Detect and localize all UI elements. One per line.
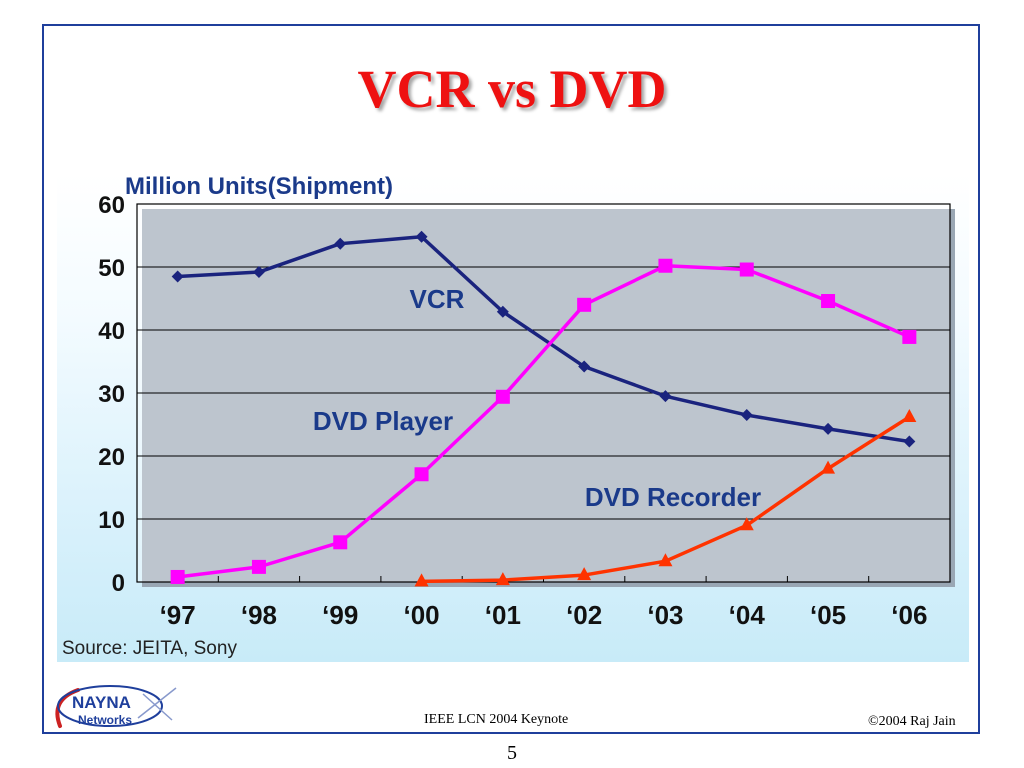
point-dvd-player [658, 258, 673, 273]
point-vcr [822, 422, 835, 435]
nayna-logo: NAYNA Networks [55, 685, 177, 728]
y-tick-label: 10 [98, 507, 125, 534]
point-dvd-player [739, 262, 754, 277]
source-note: Source: JEITA, Sony [62, 638, 237, 659]
footer-right: ©2004 Raj Jain [868, 714, 956, 729]
point-vcr [496, 305, 509, 318]
point-dvd-recorder [577, 567, 592, 581]
x-tick-label: ‘00 [403, 600, 439, 630]
point-dvd-player [495, 389, 510, 404]
point-vcr [903, 435, 916, 448]
series-line-dvd-player [177, 263, 911, 579]
point-vcr [659, 390, 672, 403]
x-tick-label: ‘99 [322, 600, 358, 630]
series-label-dvd-player: DVD Player [313, 406, 453, 436]
point-vcr [334, 237, 347, 250]
series-label-dvd-recorder: DVD Recorder [585, 482, 761, 512]
x-tick-label: ‘01 [485, 600, 521, 630]
point-dvd-player [170, 569, 185, 584]
y-tick-label: 40 [98, 318, 125, 345]
point-dvd-recorder [821, 460, 836, 474]
y-axis-title: Million Units(Shipment) [125, 174, 393, 200]
point-dvd-player [414, 467, 429, 482]
point-vcr [740, 409, 753, 422]
point-vcr [252, 266, 265, 279]
point-dvd-player [251, 559, 266, 574]
point-dvd-player [333, 535, 348, 550]
y-tick-label: 50 [98, 255, 125, 282]
point-dvd-recorder [902, 408, 917, 422]
point-dvd-recorder [658, 553, 673, 567]
series-label-vcr: VCR [410, 284, 465, 314]
x-tick-label: ‘03 [647, 600, 683, 630]
x-tick-label: ‘98 [241, 600, 277, 630]
x-tick-label: ‘97 [160, 600, 196, 630]
x-tick-label: ‘02 [566, 600, 602, 630]
x-tick-label: ‘05 [810, 600, 846, 630]
point-dvd-recorder [739, 517, 754, 531]
logo-text-line2: Networks [78, 713, 132, 727]
page-number: 5 [507, 742, 517, 764]
point-dvd-player [577, 297, 592, 312]
point-dvd-player [902, 329, 917, 344]
point-dvd-recorder [495, 572, 510, 586]
plot-shadow [142, 209, 955, 587]
y-tick-label: 30 [98, 381, 125, 408]
x-tick-label: ‘06 [891, 600, 927, 630]
series-line-vcr [177, 235, 910, 444]
point-vcr [171, 270, 184, 283]
point-dvd-recorder [414, 573, 429, 587]
line-chart: 0 10 20 30 40 50 60 ‘97 ‘98 ‘99 ‘00 ‘01 ‘02 ‘03 ‘04 ‘05… [62, 174, 955, 659]
footer-center: IEEE LCN 2004 Keynote [424, 712, 569, 727]
point-vcr [578, 360, 591, 373]
slide-title: VCR vs DVD [357, 59, 667, 119]
y-tick-label: 60 [98, 192, 125, 219]
y-tick-label: 20 [98, 444, 125, 471]
x-tick-label: ‘04 [729, 600, 766, 630]
logo-text-line1: NAYNA [72, 693, 131, 712]
point-dvd-player [821, 294, 836, 309]
chart-panel: 0 10 20 30 40 50 60 ‘97 ‘98 ‘99 ‘00 ‘01 ‘02 ‘03 ‘04 ‘05… [57, 174, 969, 662]
y-tick-label: 0 [112, 570, 125, 597]
